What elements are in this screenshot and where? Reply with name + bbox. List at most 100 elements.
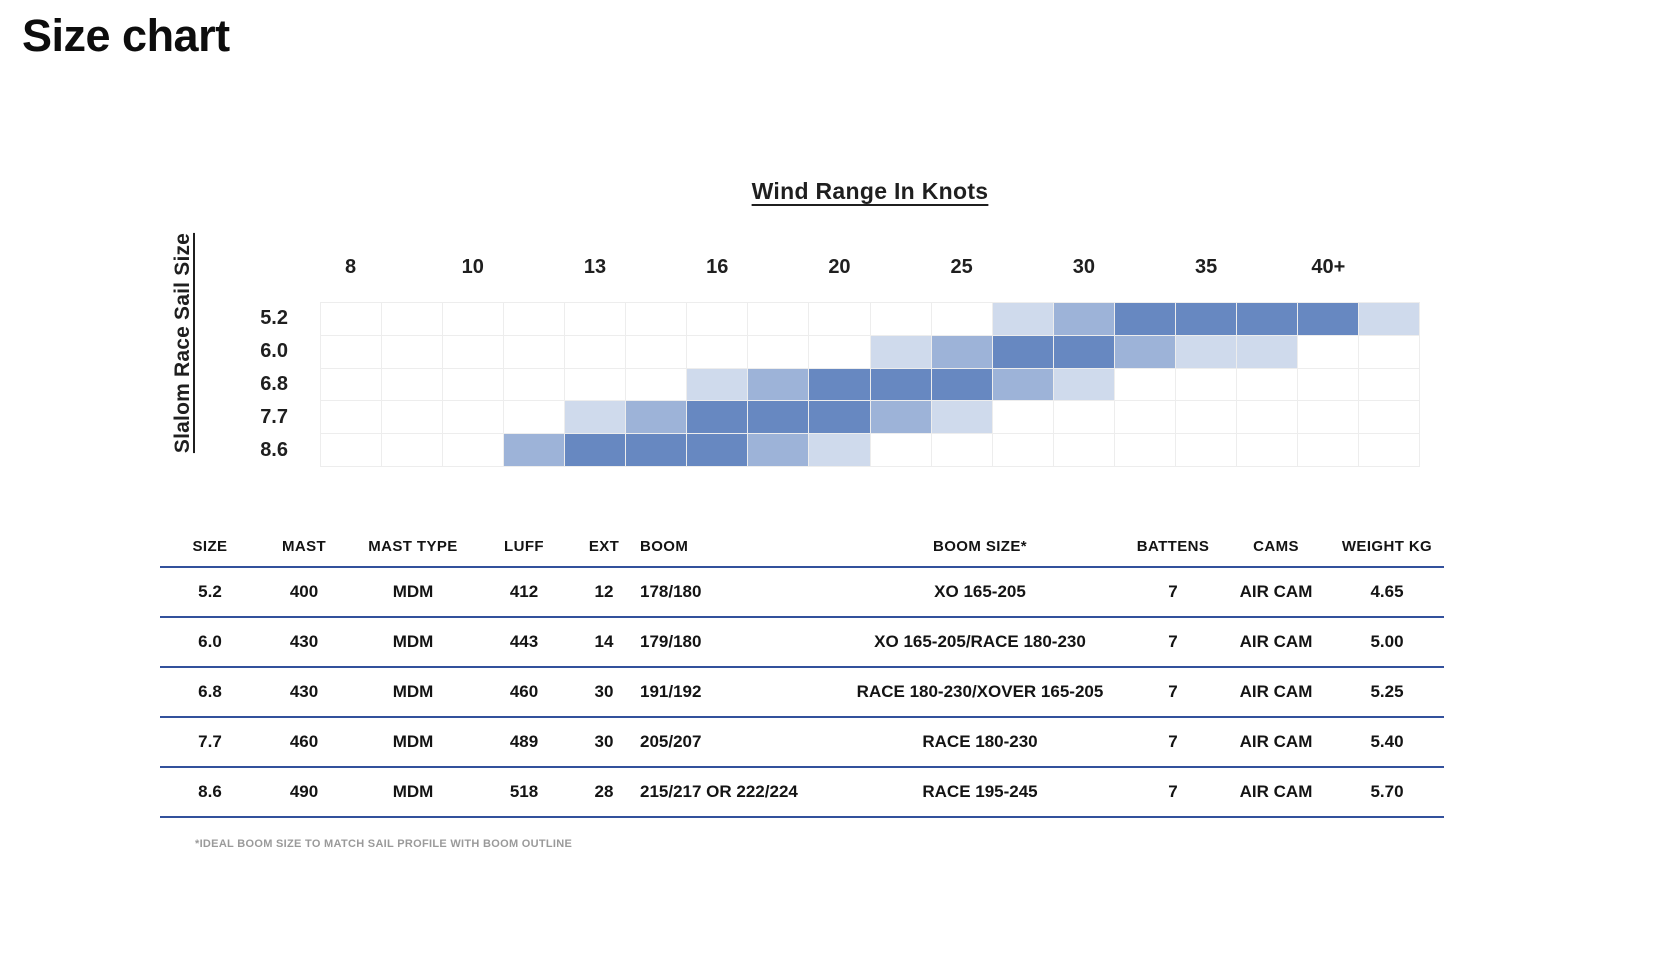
- table-cell: AIR CAM: [1239, 732, 1313, 751]
- heatmap-cell: [626, 434, 688, 467]
- table-cell: MDM: [392, 782, 434, 801]
- y-axis-label: Slalom Race Sail Size: [171, 232, 194, 454]
- table-cell: 443: [509, 632, 539, 651]
- table-cell: 5.40: [1370, 732, 1404, 751]
- table-row: 6.0 430 MDM 443 14 179/180 XO 165-205/RACE 180…: [160, 618, 1444, 668]
- table-cell: MDM: [392, 632, 434, 651]
- column-header: BOOM SIZE*: [932, 537, 1027, 555]
- table-cell: 191/192: [640, 682, 702, 701]
- table-cell: 460: [289, 732, 319, 751]
- table-cell: 14: [594, 632, 614, 651]
- heatmap-cell: [626, 303, 688, 336]
- table-cell: 412: [509, 582, 539, 601]
- heatmap-cell: [748, 303, 810, 336]
- heatmap-cell: [687, 434, 749, 467]
- heatmap-cell: [504, 335, 566, 369]
- chart-title: Wind Range In Knots: [751, 178, 989, 204]
- column-header: BOOM: [640, 537, 689, 555]
- x-axis: 8 10 13 16 20 25 30 35 40+: [320, 256, 1420, 284]
- heatmap-cell: [870, 434, 932, 467]
- table-cell: 8.6: [198, 782, 222, 801]
- spec-table-header: SIZE MAST MAST TYPE LUFF EXT BOOM BOOM SIZE* BA…: [160, 526, 1444, 568]
- heatmap-cell: [1236, 401, 1298, 435]
- heatmap-cell: [443, 335, 505, 369]
- heatmap-cell: [687, 335, 749, 369]
- heatmap-cell: [809, 434, 871, 467]
- heatmap-cell: [626, 335, 688, 369]
- heatmap-cell: [1114, 303, 1176, 336]
- heatmap-cell: [1175, 303, 1237, 336]
- heatmap-cell: [1297, 368, 1359, 402]
- table-cell: AIR CAM: [1239, 782, 1313, 801]
- heatmap-cell: [931, 401, 993, 435]
- heatmap-cell: [565, 368, 627, 402]
- table-cell: 12: [594, 582, 614, 601]
- x-axis-tick: 35: [1194, 256, 1218, 278]
- table-cell: 7: [1168, 782, 1178, 801]
- heatmap-cell: [443, 434, 505, 467]
- heatmap-cell: [382, 401, 444, 435]
- heatmap-row-label: 7.7: [260, 406, 288, 428]
- x-axis-tick: 8: [344, 256, 357, 278]
- table-cell: 5.70: [1370, 782, 1404, 801]
- column-header: CAMS: [1253, 537, 1299, 555]
- table-cell: 5.25: [1370, 682, 1404, 701]
- heatmap-cell: [748, 401, 810, 435]
- heatmap-cell: [1114, 368, 1176, 402]
- heatmap-cell: [1358, 335, 1420, 369]
- heatmap-cell: [687, 303, 749, 336]
- table-cell: 7: [1168, 582, 1178, 601]
- heatmap-cell: [321, 434, 383, 467]
- table-cell: 205/207: [640, 732, 702, 751]
- heatmap-cell: [321, 401, 383, 435]
- table-cell: 179/180: [640, 632, 702, 651]
- table-cell: 430: [289, 682, 319, 701]
- heatmap-row-label: 8.6: [260, 439, 288, 461]
- heatmap-cell: [931, 434, 993, 467]
- heatmap-cell: [504, 401, 566, 435]
- column-header: EXT: [588, 537, 620, 555]
- heatmap-cell: [992, 335, 1054, 369]
- heatmap-cell: [992, 303, 1054, 336]
- heatmap-cell: [443, 401, 505, 435]
- heatmap-cell: [748, 335, 810, 369]
- table-cell: 7.7: [198, 732, 222, 751]
- heatmap-row-label: 6.8: [260, 373, 288, 395]
- table-cell: 400: [289, 582, 319, 601]
- heatmap-cell: [1053, 368, 1115, 402]
- heatmap-cell: [1297, 335, 1359, 369]
- heatmap-cell: [992, 368, 1054, 402]
- x-axis-tick: 10: [461, 256, 484, 278]
- table-cell: MDM: [392, 732, 434, 751]
- heatmap-cell: [870, 335, 932, 369]
- heatmap-cell: [1053, 335, 1115, 369]
- heatmap-grid: [320, 302, 1420, 467]
- table-cell: 489: [509, 732, 539, 751]
- heatmap-cell: [1358, 401, 1420, 435]
- heatmap-cell: [1358, 434, 1420, 467]
- heatmap-cell: [1175, 401, 1237, 435]
- table-cell: RACE 180-230/XOVER 165-205: [856, 682, 1104, 701]
- column-header: LUFF: [504, 537, 544, 555]
- table-cell: 30: [594, 682, 614, 701]
- heatmap-cell: [382, 434, 444, 467]
- heatmap-cell: [809, 335, 871, 369]
- x-axis-tick: 13: [583, 256, 607, 278]
- table-cell: 430: [289, 632, 319, 651]
- heatmap-cell: [870, 368, 932, 402]
- heatmap-cell: [504, 303, 566, 336]
- heatmap-cell: [1236, 303, 1298, 336]
- heatmap-cell: [626, 401, 688, 435]
- heatmap-cell: [1053, 401, 1115, 435]
- table-cell: RACE 180-230: [922, 732, 1038, 751]
- table-cell: 178/180: [640, 582, 702, 601]
- x-axis-tick: 30: [1072, 256, 1095, 278]
- heatmap-cell: [1114, 401, 1176, 435]
- heatmap-cell: [1236, 335, 1298, 369]
- heatmap-cell: [1297, 303, 1359, 336]
- heatmap-cell: [870, 303, 932, 336]
- column-header: WEIGHT KG: [1341, 537, 1433, 555]
- table-cell: 6.8: [198, 682, 222, 701]
- table-cell: 6.0: [198, 632, 222, 651]
- table-row: 6.8 430 MDM 460 30 191/192 RACE 180-230/XOVER …: [160, 668, 1444, 718]
